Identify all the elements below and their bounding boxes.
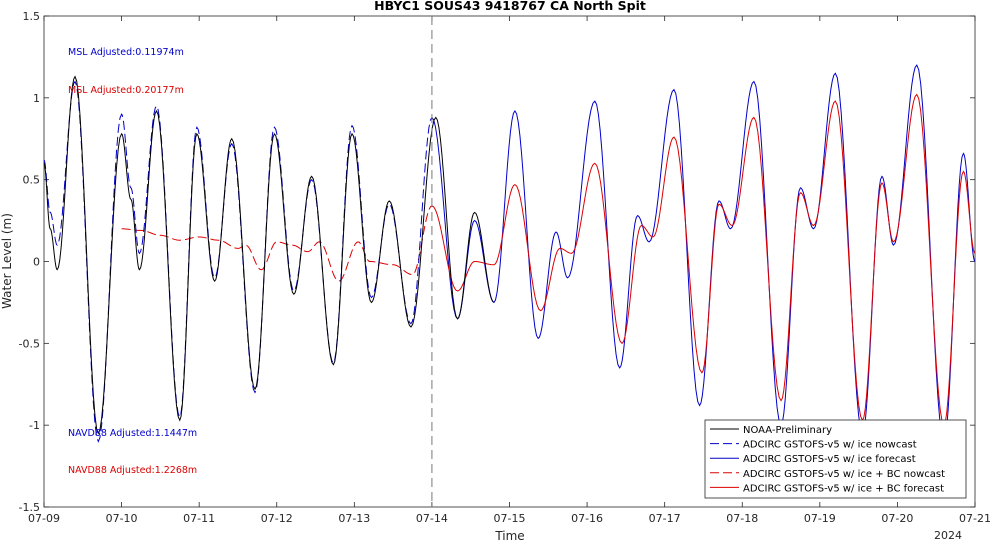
- y-tick-label: 1: [33, 92, 40, 105]
- legend-box: [704, 419, 967, 499]
- y-tick-label: 0: [33, 256, 40, 269]
- year-label: 2024: [934, 529, 962, 541]
- chart-title: HBYC1 SOUS43 9418767 CA North Spit: [374, 0, 646, 13]
- series-lines: [43, 64, 976, 443]
- legend-entry: ADCIRC GSTOFS-v5 w/ ice forecast: [743, 454, 916, 465]
- series-line: [431, 93, 976, 427]
- x-tick-label: 07-10: [106, 512, 138, 525]
- series-line: [43, 75, 495, 435]
- x-tick-label: 07-15: [494, 512, 526, 525]
- x-tick-label: 07-20: [881, 512, 913, 525]
- x-tick-label: 07-16: [571, 512, 603, 525]
- x-axis-label: Time: [494, 529, 524, 541]
- axis-ticks: 07-09 07-10 07-11 07-12 07-13 07-14 07-15 07-16…: [19, 10, 991, 525]
- annotations: MSL Adjusted:0.11974m MSL Adjusted:0.201…: [68, 47, 197, 476]
- x-tick-label: 07-17: [649, 512, 681, 525]
- legend-entry: ADCIRC GSTOFS-v5 w/ ice nowcast: [743, 440, 917, 451]
- legend-entry: ADCIRC GSTOFS-v5 w/ ice + BC forecast: [743, 483, 944, 494]
- x-tick-label: 07-21: [959, 512, 991, 525]
- y-axis-label: Water Level (m): [0, 213, 14, 309]
- x-tick-label: 07-14: [416, 512, 448, 525]
- x-tick-label: 07-19: [804, 512, 836, 525]
- x-tick-label: 07-11: [183, 512, 215, 525]
- legend-entry: NOAA-Preliminary: [743, 425, 832, 436]
- y-tick-label: 0.5: [23, 174, 41, 187]
- y-tick-label: -1.5: [19, 501, 40, 514]
- navd-blue-annotation: NAVD88 Adjusted:1.1447m: [68, 428, 197, 439]
- y-tick-label: -0.5: [19, 337, 40, 350]
- x-tick-label: 07-18: [726, 512, 758, 525]
- navd-red-annotation: NAVD88 Adjusted:1.2268m: [68, 465, 197, 476]
- series-line: [121, 205, 433, 282]
- legend: NOAA-Preliminary ADCIRC GSTOFS-v5 w/ ice …: [704, 419, 967, 499]
- legend-entry: ADCIRC GSTOFS-v5 w/ ice + BC nowcast: [743, 469, 945, 480]
- x-tick-label: 07-09: [28, 512, 60, 525]
- y-tick-label: -1: [29, 419, 40, 432]
- x-tick-label: 07-12: [261, 512, 293, 525]
- x-tick-label: 07-13: [338, 512, 370, 525]
- y-tick-label: 1.5: [23, 10, 41, 23]
- msl-red-annotation: MSL Adjusted:0.20177m: [68, 85, 184, 96]
- msl-blue-annotation: MSL Adjusted:0.11974m: [68, 47, 184, 58]
